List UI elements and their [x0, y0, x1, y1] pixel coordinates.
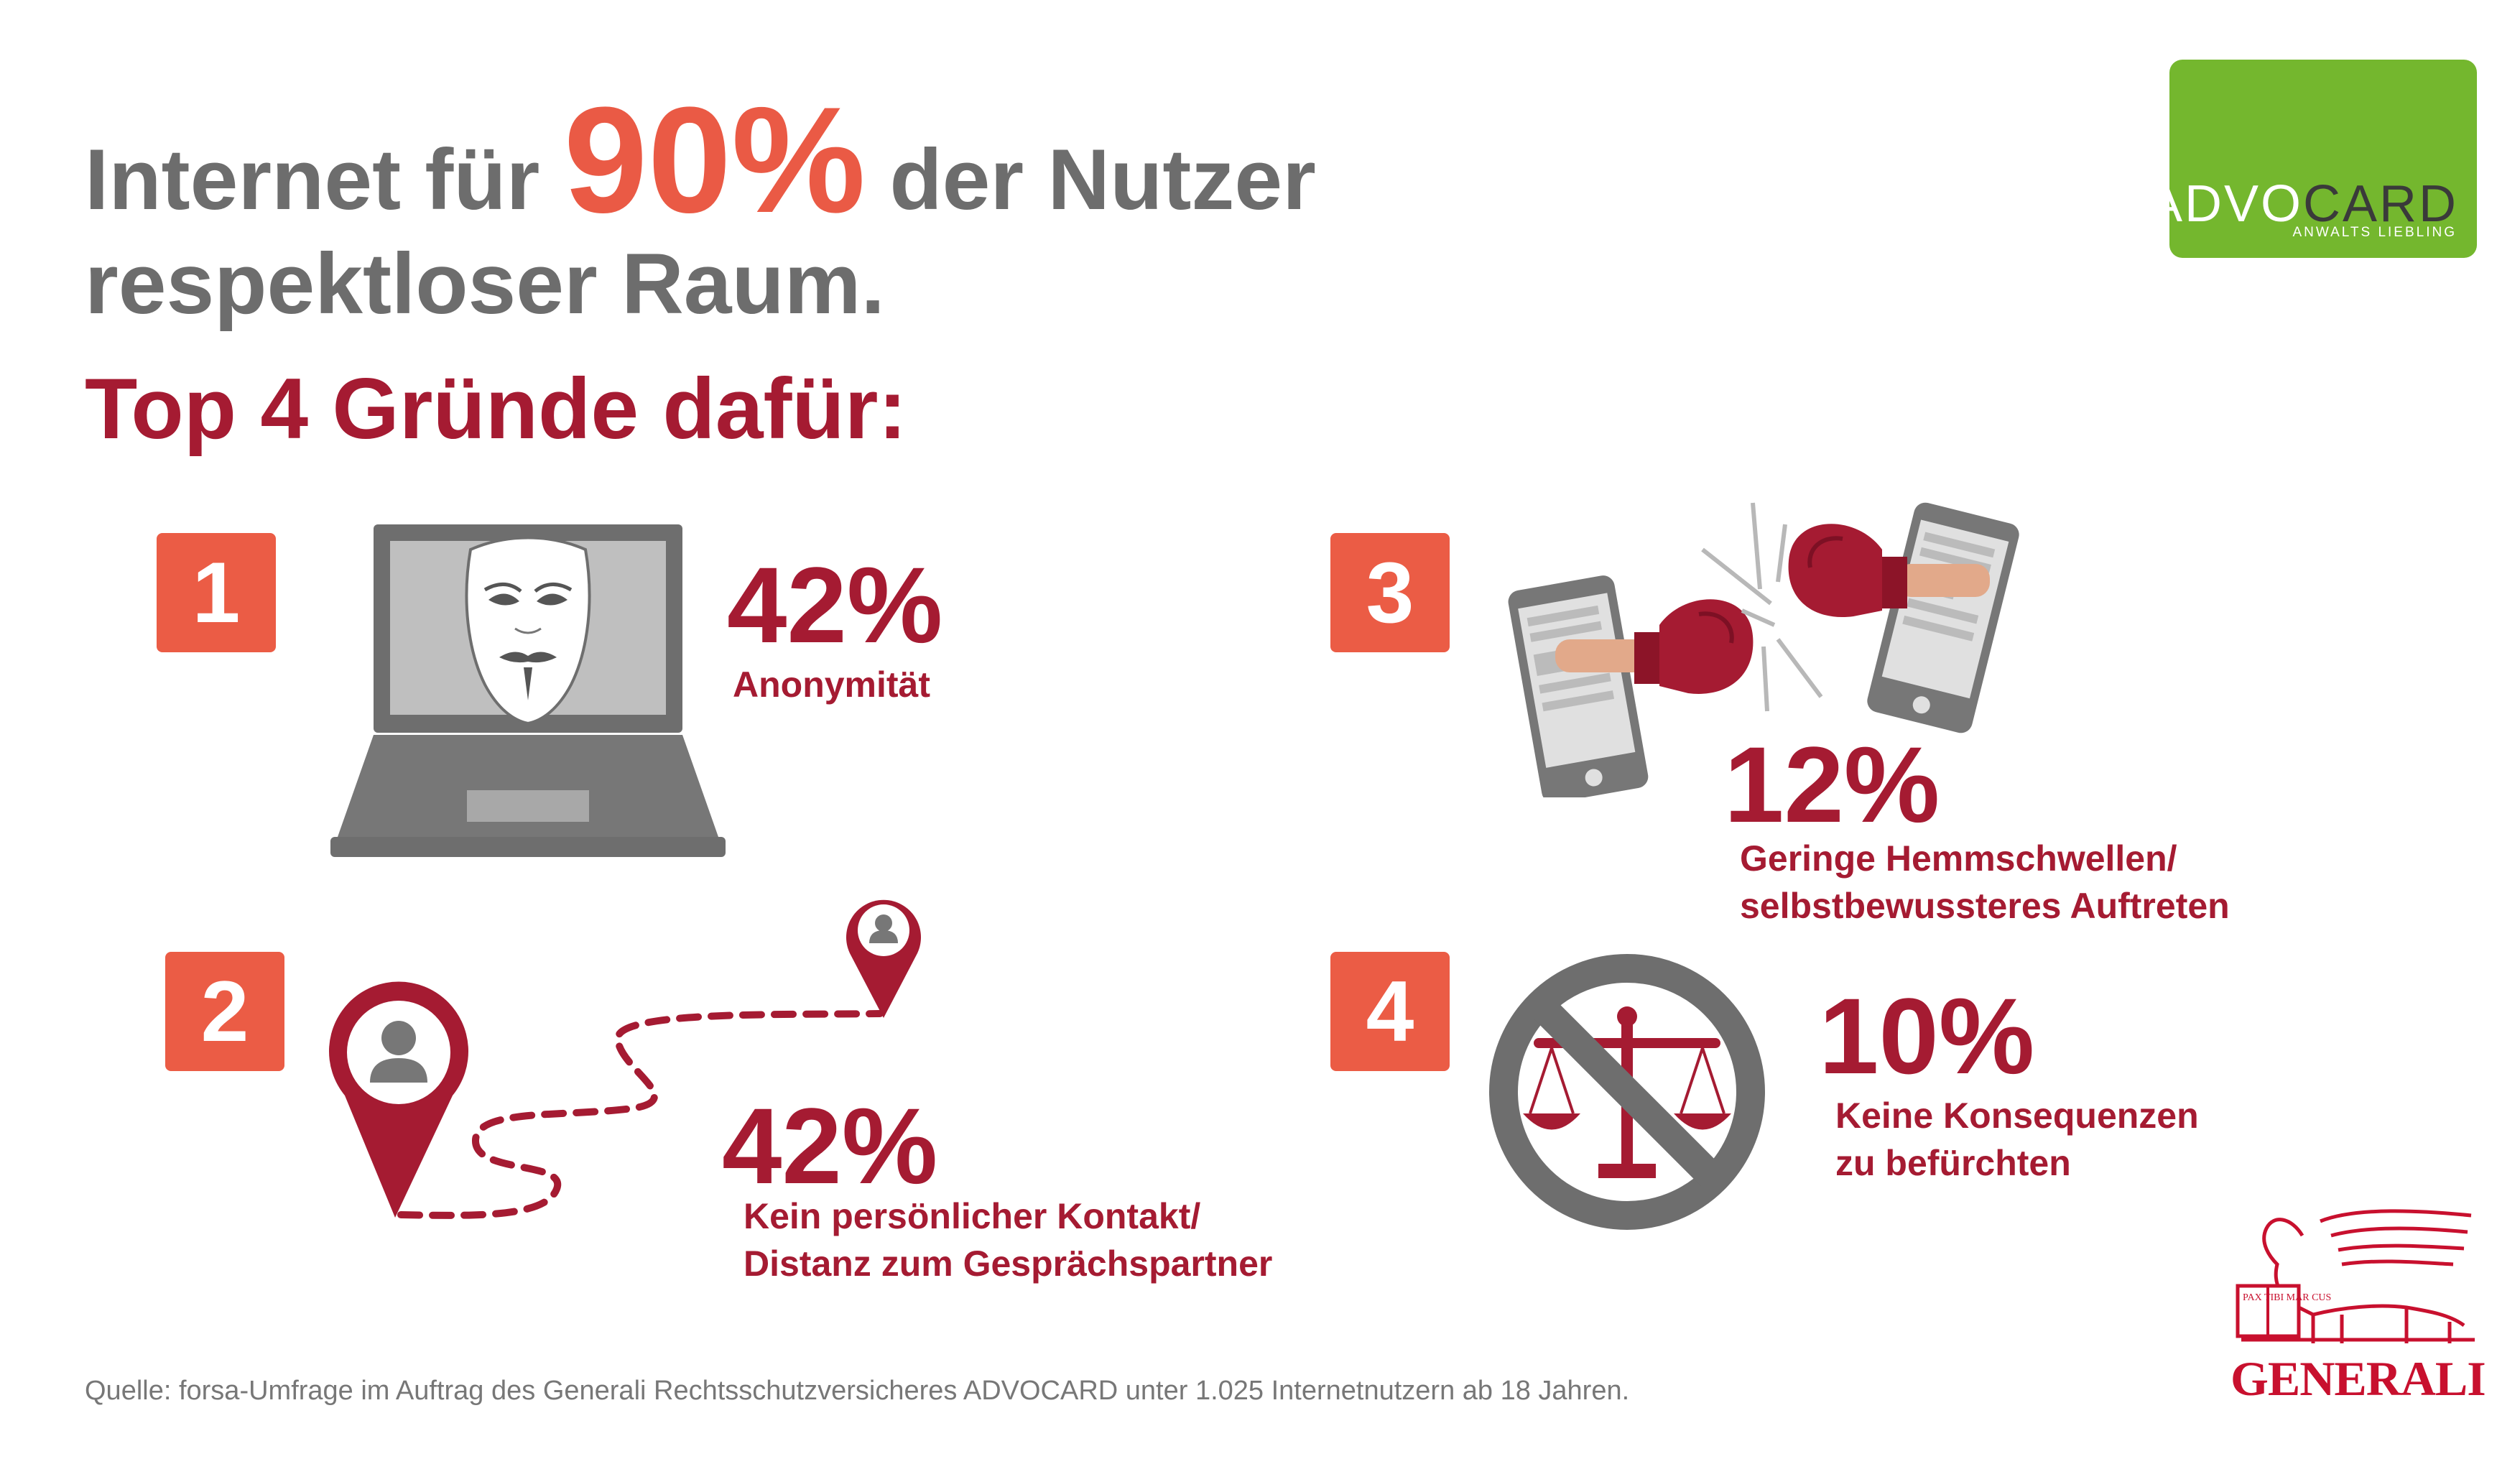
reason-1-percent: 42% — [727, 545, 943, 665]
reason-2-label-line-2: Distanz zum Gesprächspartner — [744, 1243, 1273, 1284]
boxing-glove-icon — [1788, 524, 1990, 618]
advocard-wordmark: ADVOCARD — [2148, 175, 2458, 233]
generali-lion-logo: PAX TIBI MAR CUS — [2236, 1209, 2475, 1343]
reason-1-label-line: Anonymität — [733, 664, 930, 705]
headline-line1: Internet für 90% der Nutzer — [85, 85, 1316, 236]
reason-3-label-line-1: Geringe Hemmschwellen/ — [1740, 838, 2177, 879]
reason-3-badge: 3 — [1330, 533, 1450, 652]
smartphone-icon — [1867, 502, 2019, 733]
headline-text-1: Internet für — [85, 131, 564, 228]
reason-2-label-line-1: Kein persönlicher Kontakt/ — [744, 1196, 1201, 1236]
reason-3-label: Geringe Hemmschwellen/ selbstbewussteres… — [1740, 835, 2230, 930]
location-pin-icon — [846, 899, 921, 1018]
reason-4-label-line-1: Keine Konsequenzen — [1835, 1096, 2199, 1136]
phones-boxing-illustration — [1508, 502, 2019, 797]
reason-4-badge: 4 — [1330, 952, 1450, 1071]
advocard-tagline: ANWALTS LIEBLING — [2292, 225, 2457, 240]
impact-lines — [1701, 502, 1823, 712]
route-illustration — [329, 899, 921, 1219]
reason-1-label: Anonymität — [733, 661, 930, 708]
headline-highlight: 90% — [563, 75, 866, 244]
reason-2-percent: 42% — [722, 1085, 938, 1206]
reason-4-label-line-2: zu befürchten — [1835, 1143, 2071, 1183]
boxing-glove-icon — [1555, 599, 1754, 694]
reason-3-label-line-2: selbstbewussteres Auftreten — [1740, 886, 2230, 926]
reason-2-label: Kein persönlicher Kontakt/ Distanz zum G… — [744, 1192, 1272, 1287]
laptop-icon — [330, 524, 726, 857]
reason-1-badge: 1 — [157, 533, 276, 652]
advocard-card: CARD — [2302, 175, 2458, 233]
location-pin-icon — [329, 981, 468, 1218]
source-note: Quelle: forsa-Umfrage im Auftrag des Gen… — [85, 1376, 1630, 1406]
headline-text-2: der Nutzer — [866, 131, 1316, 228]
prohibited-scales-illustration — [1489, 954, 1765, 1230]
generali-wordmark: GENERALI — [2231, 1351, 2486, 1406]
reason-4-label: Keine Konsequenzen zu befürchten — [1835, 1092, 2199, 1187]
headline: Internet für 90% der Nutzer respektloser… — [85, 85, 1316, 336]
advocard-logo: ADVOCARD ANWALTS LIEBLING — [2148, 60, 2477, 258]
subtitle: Top 4 Gründe dafür: — [85, 361, 907, 457]
reason-3-percent: 12% — [1724, 724, 1940, 845]
scales-icon — [1523, 1006, 1731, 1178]
reason-4-percent: 10% — [1819, 976, 2035, 1096]
mask-icon — [465, 536, 591, 726]
prohibited-icon — [1489, 954, 1765, 1230]
route-dashed-line — [397, 1010, 884, 1219]
smartphone-icon — [1508, 575, 1649, 797]
headline-line2: respektloser Raum. — [85, 236, 885, 332]
advocard-advo: ADVO — [2147, 175, 2303, 233]
generali-book-text: PAX TIBI MAR CUS — [2243, 1292, 2331, 1303]
reason-2-badge: 2 — [165, 952, 284, 1071]
